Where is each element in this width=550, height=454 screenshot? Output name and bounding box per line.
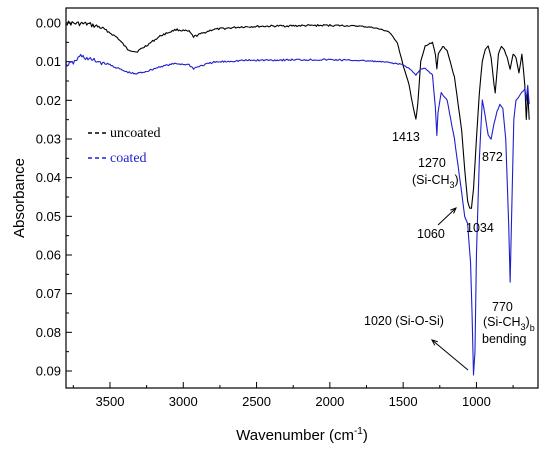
arrow-1020	[431, 339, 469, 371]
plot-frame	[65, 7, 539, 389]
legend: uncoated coated	[88, 126, 161, 166]
annotation-1413: 1413	[392, 130, 420, 144]
y-tick-label: 0.06	[36, 248, 61, 263]
annotation-1060: 1060	[417, 227, 445, 241]
legend-label-coated: coated	[110, 151, 147, 166]
y-tick-label: 0.04	[36, 170, 61, 185]
y-tick-label: 0.08	[36, 325, 61, 340]
y-tick-label: 0.02	[36, 93, 61, 108]
x-tick-label: 1000	[462, 394, 491, 409]
annotation-770: 770	[492, 300, 513, 314]
y-tick-label: 0.07	[36, 286, 61, 301]
x-tick-label: 3500	[96, 394, 125, 409]
x-axis-title: Wavenumber (cm-1)	[236, 426, 368, 444]
x-tick-label: 2000	[315, 394, 344, 409]
y-tick-label: 0.03	[36, 132, 61, 147]
series-line-uncoated	[66, 20, 530, 209]
y-tick-label: 0.09	[36, 364, 61, 379]
annotation-1020: 1020 (Si-O-Si)	[364, 314, 444, 328]
y-axis-title: Absorbance	[11, 158, 28, 238]
annotation-arrows	[431, 207, 469, 371]
annotation-872: 872	[482, 150, 503, 164]
arrow-1060	[437, 207, 457, 226]
series-line-coated	[66, 53, 530, 376]
y-tick-label: 0.01	[36, 54, 61, 69]
series-layer	[66, 20, 530, 376]
annotation-770-group: (Si-CH3)b	[483, 315, 535, 333]
annotation-1270-group: (Si-CH3)	[412, 173, 459, 190]
x-tick-label: 1500	[389, 394, 418, 409]
x-tick-label: 3000	[169, 394, 198, 409]
annotation-1270: 1270	[418, 156, 446, 170]
annotation-bending: bending	[482, 332, 527, 346]
y-tick-label: 0.00	[36, 16, 61, 31]
legend-label-uncoated: uncoated	[110, 126, 161, 141]
x-tick-label: 2500	[242, 394, 271, 409]
axis-ticks: 3500 3000 2500 2000 1500 1000 0.00 0.01 0.02 0.03…	[36, 16, 514, 409]
annotation-1034: 1034	[466, 221, 494, 235]
y-tick-label: 0.05	[36, 209, 61, 224]
